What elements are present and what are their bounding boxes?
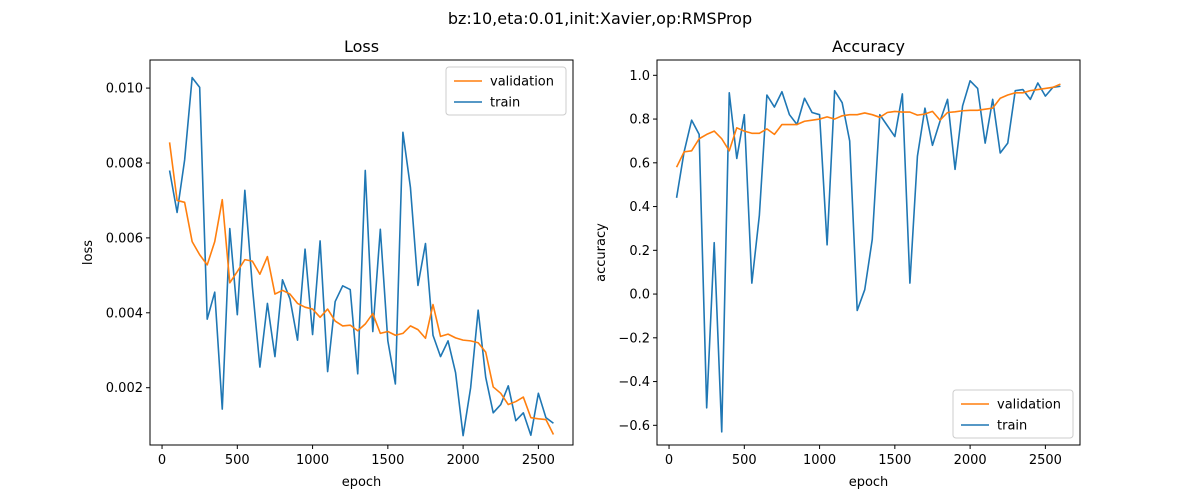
- loss-y-tick-label: 0.006: [106, 231, 143, 246]
- loss-panel: Loss epoch loss 0 500 1000 1500 2000 2500 0.00…: [81, 37, 574, 490]
- accuracy-validation-line: [675, 83, 1061, 168]
- loss-panel-title: Loss: [344, 37, 379, 56]
- accuracy-panel-title: Accuracy: [832, 37, 905, 56]
- accuracy-x-tick-label: 1500: [878, 453, 911, 468]
- accuracy-x-tick-label: 1000: [803, 453, 836, 468]
- accuracy-y-tick-label: 0.4: [629, 200, 650, 215]
- loss-train-line: [168, 76, 554, 437]
- loss-x-tick-label: 0: [158, 453, 166, 468]
- accuracy-y-tick-label: −0.6: [618, 419, 650, 434]
- loss-legend: [445, 66, 567, 116]
- loss-x-tick-label: 1000: [296, 453, 329, 468]
- accuracy-legend-label-train: train: [997, 419, 1027, 434]
- accuracy-train-line: [675, 79, 1061, 433]
- loss-legend-label-validation: validation: [490, 75, 554, 90]
- loss-x-tick-label: 500: [225, 453, 250, 468]
- accuracy-y-tick-label: 0.0: [629, 288, 650, 303]
- accuracy-y-tick-label: 0.6: [629, 156, 650, 171]
- loss-y-tick-label: 0.010: [106, 82, 143, 97]
- accuracy-y-tick-label: 0.8: [629, 113, 650, 128]
- accuracy-legend: [952, 389, 1074, 439]
- loss-validation-line: [168, 142, 555, 435]
- accuracy-x-tick-label: 2000: [954, 453, 987, 468]
- accuracy-x-tick-label: 0: [665, 453, 673, 468]
- loss-x-tick-label: 2000: [447, 453, 480, 468]
- loss-y-tick-label: 0.008: [106, 156, 143, 171]
- accuracy-y-tick-label: 0.2: [629, 244, 650, 259]
- loss-x-tick-label: 2500: [522, 453, 555, 468]
- accuracy-y-tick-label: −0.2: [618, 331, 650, 346]
- loss-x-axis-label: epoch: [342, 475, 382, 490]
- loss-legend-label-train: train: [490, 96, 520, 111]
- accuracy-y-tick-label: −0.4: [618, 375, 650, 390]
- loss-y-axis-label: loss: [81, 240, 96, 265]
- accuracy-y-axis-label: accuracy: [594, 223, 609, 282]
- loss-y-tick-label: 0.004: [106, 306, 143, 321]
- loss-y-tick-label: 0.002: [106, 381, 143, 396]
- accuracy-x-tick-label: 500: [732, 453, 757, 468]
- accuracy-y-tick-label: 1.0: [629, 69, 650, 84]
- loss-x-tick-label: 1500: [371, 453, 404, 468]
- accuracy-x-axis-label: epoch: [849, 475, 889, 490]
- accuracy-x-tick-label: 2500: [1029, 453, 1062, 468]
- loss-plot-frame: [149, 59, 574, 446]
- accuracy-legend-label-validation: validation: [997, 398, 1061, 413]
- accuracy-panel: Accuracy epoch accuracy 0 500 1000 1500 2000…: [594, 37, 1081, 490]
- accuracy-plot-frame: [656, 59, 1081, 446]
- figure-title: bz:10,eta:0.01,init:Xavier,op:RMSProp: [448, 9, 752, 28]
